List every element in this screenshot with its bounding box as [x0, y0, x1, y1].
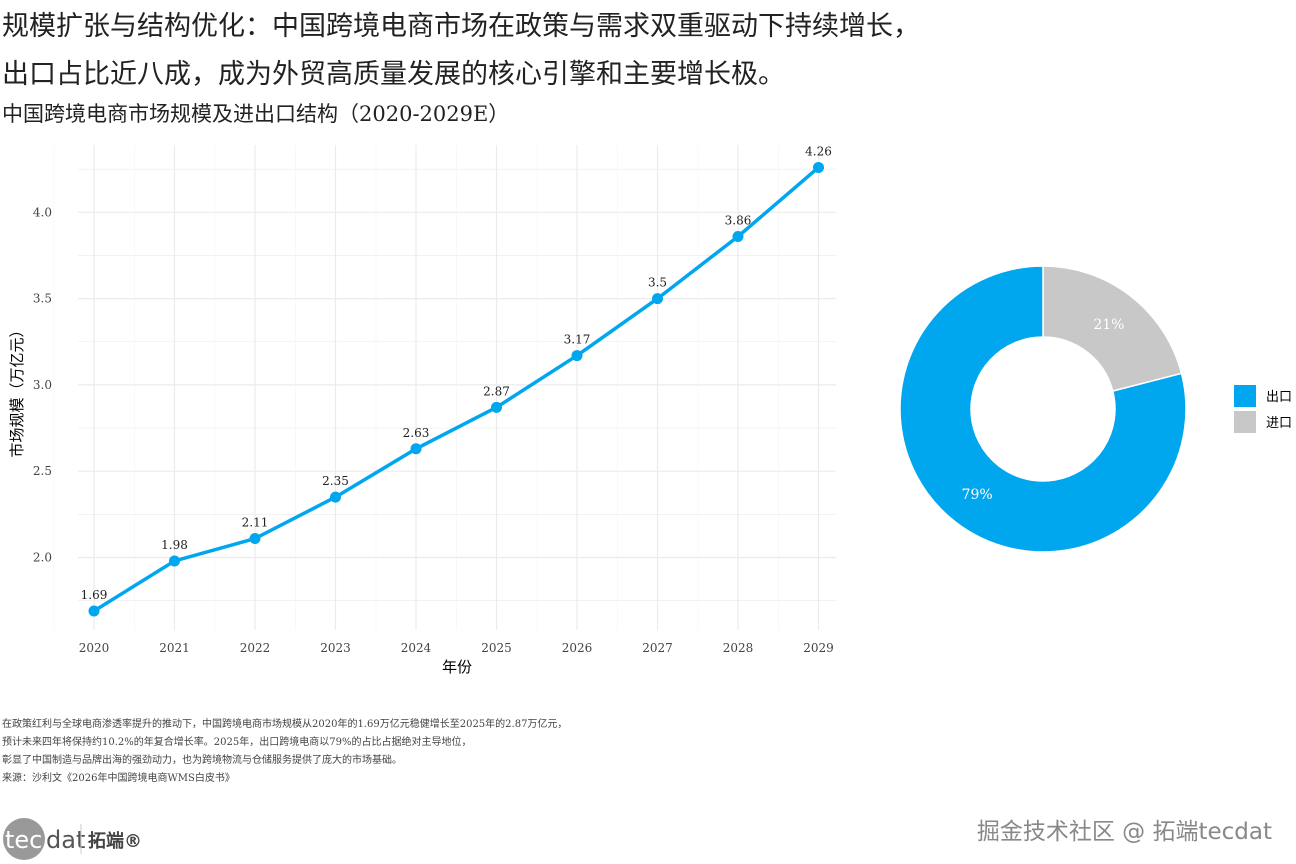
data-label: 2.11 — [242, 516, 269, 530]
data-point — [571, 350, 583, 362]
donut-slice-import — [1042, 265, 1183, 393]
note-line: 彰显了中国制造与品牌出海的强劲动力，也为跨境物流与仓储服务提供了庞大的市场基础。 — [2, 755, 402, 766]
y-tick-label: 2.0 — [33, 551, 52, 565]
y-tick-label: 2.5 — [33, 464, 52, 478]
svg-text:dat: dat — [46, 826, 85, 854]
data-point — [652, 293, 663, 305]
x-tick-label: 2026 — [562, 641, 593, 655]
note-line: 预计未来四年将保持约10.2%的年复合增长率。2025年，出口跨境电商以79%的… — [2, 737, 472, 748]
title-line-2: 出口占比近八成，成为外贸高质量发展的核心引擎和主要增长极。 — [2, 59, 785, 90]
logo: tec dat 拓端® — [3, 818, 142, 860]
legend-label-export: 出口 — [1266, 390, 1292, 405]
series-line — [93, 166, 820, 613]
y-axis-label: 市场规模（万亿元） — [8, 322, 26, 457]
slice-label: 79% — [962, 487, 993, 503]
watermark: 掘金技术社区 @ 拓端tecdat — [976, 819, 1272, 845]
data-point — [813, 161, 824, 173]
data-label: 3.17 — [564, 333, 591, 347]
data-label: 2.63 — [403, 426, 430, 440]
logo-cn: 拓端® — [88, 830, 142, 852]
data-point — [732, 230, 744, 242]
x-tick-label: 2021 — [159, 641, 190, 655]
slice-label: 21% — [1093, 317, 1124, 333]
title-line-1: 规模扩张与结构优化：中国跨境电商市场在政策与需求双重驱动下持续增长， — [2, 11, 920, 42]
x-tick-label: 2029 — [803, 641, 834, 655]
data-label: 3.86 — [725, 213, 752, 227]
y-tick-label: 3.5 — [33, 292, 52, 306]
data-label: 2.87 — [483, 384, 510, 398]
data-point — [88, 605, 100, 617]
source-line: 来源：沙利文《2026年中国跨境电商WMS白皮书》 — [2, 773, 235, 784]
x-tick-label: 2022 — [240, 641, 271, 655]
x-tick-label: 2025 — [481, 641, 512, 655]
y-tick-label: 3.0 — [33, 378, 52, 392]
data-point — [410, 443, 422, 455]
x-tick-label: 2020 — [79, 641, 110, 655]
legend-swatch-export — [1234, 385, 1256, 407]
legend-label-import: 进口 — [1266, 416, 1292, 431]
chart-subtitle: 中国跨境电商市场规模及进出口结构（2020-2029E） — [2, 102, 510, 126]
note-line: 在政策红利与全球电商渗透率提升的推动下，中国跨境电商市场规模从2020年的1.6… — [2, 719, 568, 730]
data-point — [169, 555, 180, 567]
data-point — [249, 533, 261, 545]
data-point — [491, 401, 502, 413]
x-tick-label: 2023 — [320, 641, 351, 655]
x-tick-label: 2024 — [401, 641, 432, 655]
x-tick-label: 2027 — [642, 641, 673, 655]
data-label: 3.5 — [648, 276, 667, 290]
data-label: 1.69 — [81, 588, 108, 602]
donut-slice-export — [899, 265, 1187, 553]
data-point — [330, 491, 341, 503]
y-tick-label: 4.0 — [33, 205, 52, 219]
legend-swatch-import — [1234, 411, 1256, 433]
logo-text: tec — [5, 826, 42, 854]
data-label: 4.26 — [805, 144, 832, 158]
x-axis-label: 年份 — [442, 658, 472, 676]
data-label: 1.98 — [161, 538, 188, 552]
data-label: 2.35 — [322, 474, 349, 488]
footnote: 在政策红利与全球电商渗透率提升的推动下，中国跨境电商市场规模从2020年的1.6… — [2, 716, 567, 788]
x-tick-label: 2028 — [723, 641, 754, 655]
